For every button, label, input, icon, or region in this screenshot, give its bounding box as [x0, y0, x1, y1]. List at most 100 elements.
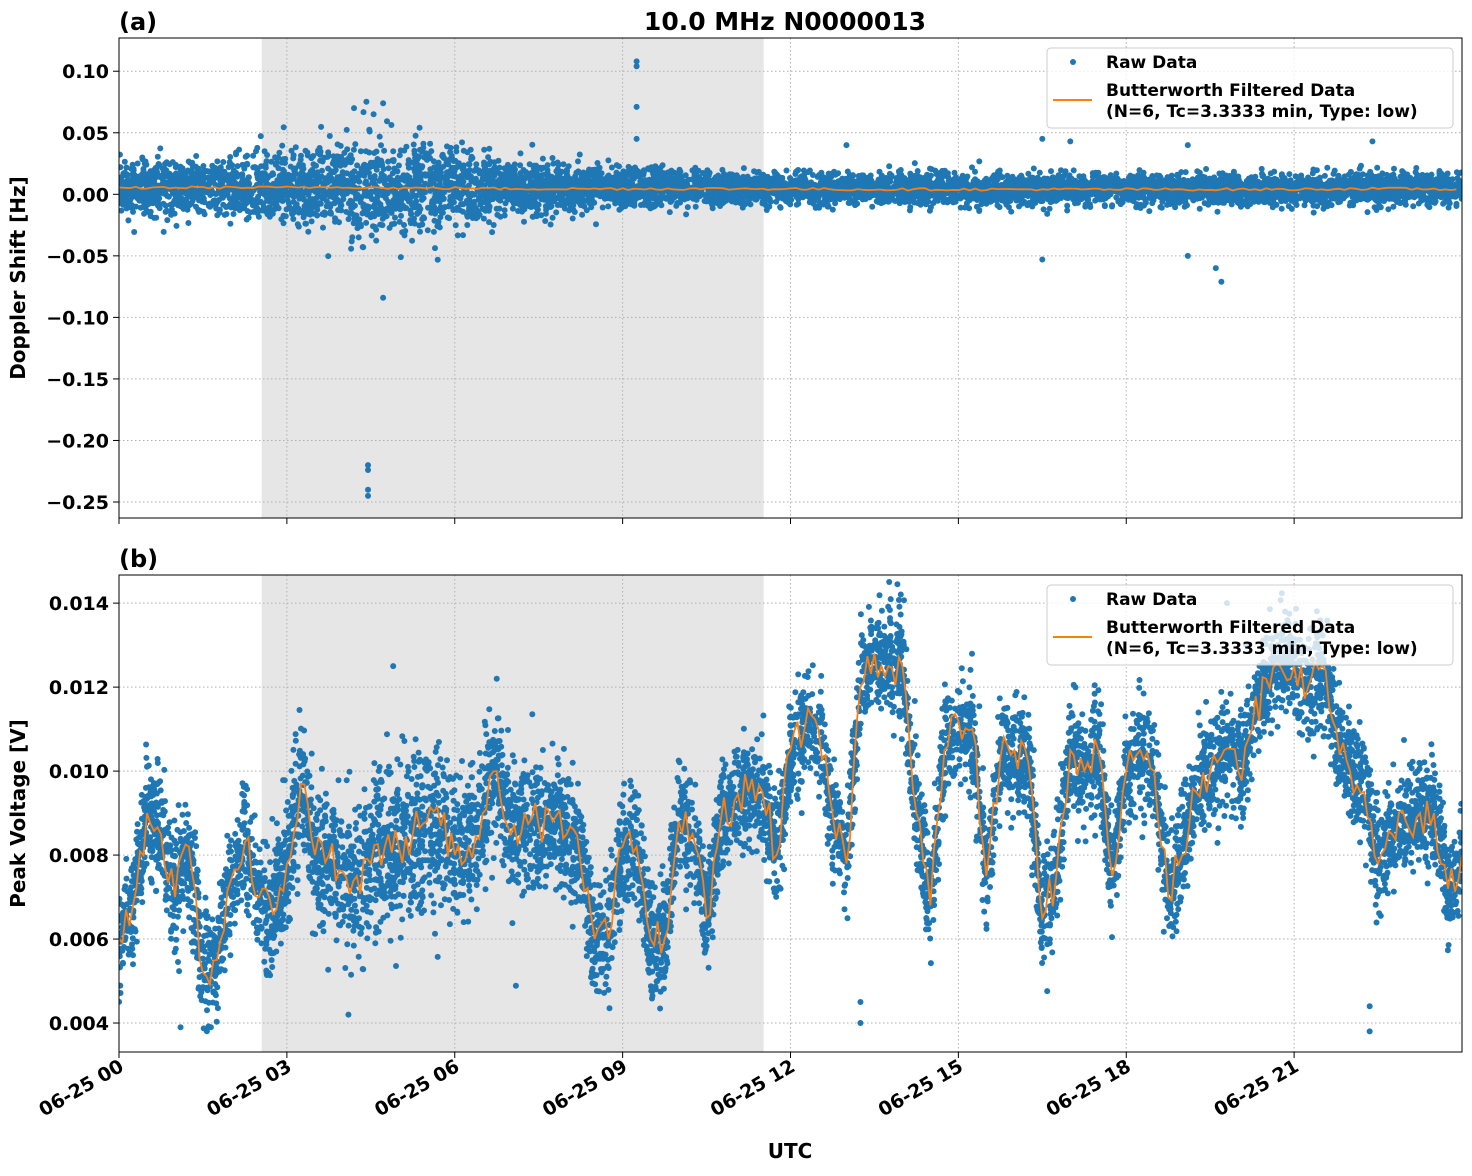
raw-data-point [447, 194, 453, 200]
raw-data-point [124, 165, 130, 171]
raw-data-point [231, 211, 237, 217]
raw-data-point [1194, 168, 1200, 174]
raw-data-point [295, 221, 301, 227]
raw-data-point [969, 164, 975, 170]
raw-data-point [1458, 170, 1464, 176]
raw-data-point [540, 156, 546, 162]
raw-data-point [453, 144, 459, 150]
raw-data-point [189, 160, 195, 166]
raw-data-point [1416, 201, 1422, 207]
raw-data-point [387, 225, 393, 231]
raw-data-point [460, 232, 466, 238]
raw-data-point [244, 161, 250, 167]
raw-data-point [226, 179, 232, 185]
raw-data-point [135, 161, 141, 167]
raw-data-point [174, 223, 180, 229]
raw-data-point [289, 210, 295, 216]
raw-data-point [887, 171, 893, 177]
raw-data-point [486, 219, 492, 225]
raw-data-point [417, 125, 423, 131]
raw-data-point [1203, 166, 1209, 172]
panel-a: 0.100.050.00−0.05−0.10−0.15−0.20−0.25(a)… [6, 8, 1465, 524]
raw-data-point [222, 212, 228, 218]
raw-data-point [489, 229, 495, 235]
raw-data-point [411, 142, 417, 148]
raw-data-point [1286, 171, 1292, 177]
raw-data-point [502, 207, 508, 213]
raw-data-point [683, 211, 689, 217]
raw-data-point [164, 217, 170, 223]
raw-data-point [570, 216, 576, 222]
raw-data-point [357, 221, 363, 227]
raw-data-point [529, 142, 535, 148]
raw-data-point [1314, 167, 1320, 173]
raw-data-point [413, 133, 419, 139]
raw-data-point [942, 168, 948, 174]
raw-data-point [609, 165, 615, 171]
raw-data-point [486, 146, 492, 152]
raw-data-point [411, 148, 417, 154]
figure-title: 10.0 MHz N0000013 [644, 7, 926, 36]
raw-data-point [455, 232, 461, 238]
shaded-interval [262, 38, 764, 518]
raw-data-point [279, 143, 285, 149]
raw-data-point [358, 148, 364, 154]
raw-data-point [534, 166, 540, 172]
raw-data-point [258, 133, 264, 139]
raw-data-point [1048, 168, 1054, 174]
raw-data-point [194, 166, 200, 172]
raw-data-point [1064, 203, 1070, 209]
raw-data-point [481, 147, 487, 153]
raw-data-point [122, 159, 128, 165]
raw-data-point [193, 153, 199, 159]
raw-data-point [555, 160, 561, 166]
raw-data-point [417, 229, 423, 235]
raw-data-point [481, 216, 487, 222]
raw-data-point [440, 164, 446, 170]
raw-data-point [527, 161, 533, 167]
raw-data-point [178, 167, 184, 173]
raw-data-point [264, 152, 270, 158]
raw-data-point [386, 165, 392, 171]
raw-data-point [306, 191, 312, 197]
raw-data-point [423, 150, 429, 156]
raw-data-point [1410, 203, 1416, 209]
raw-data-point [616, 163, 622, 169]
raw-data-point [227, 221, 233, 227]
raw-data-point [389, 210, 395, 216]
raw-data-point [886, 163, 892, 169]
raw-data-point [255, 168, 261, 174]
raw-data-point [381, 148, 387, 154]
raw-data-point [1390, 204, 1396, 210]
raw-data-point [320, 225, 326, 231]
raw-data-point [459, 139, 465, 145]
raw-data-point [279, 172, 285, 178]
raw-data-point [441, 155, 447, 161]
raw-data-point [1197, 206, 1203, 212]
raw-data-point [398, 213, 404, 219]
raw-data-point [155, 154, 161, 160]
raw-data-point [1279, 206, 1285, 212]
raw-data-point [274, 160, 280, 166]
raw-data-point [458, 192, 464, 198]
raw-data-point [1324, 165, 1330, 171]
raw-data-point [117, 152, 123, 158]
raw-data-point [453, 194, 459, 200]
raw-data-point [432, 245, 438, 251]
raw-data-point [406, 165, 412, 171]
raw-data-point [419, 222, 425, 228]
raw-data-point [185, 220, 191, 226]
raw-data-point [366, 150, 372, 156]
raw-data-point [431, 229, 437, 235]
raw-data-point [280, 167, 286, 173]
raw-data-point [447, 149, 453, 155]
raw-data-point [1047, 206, 1053, 212]
raw-data-point [1302, 202, 1308, 208]
raw-data-point [348, 246, 354, 252]
raw-data-point [1390, 172, 1396, 178]
raw-data-point [435, 257, 441, 263]
raw-data-point [172, 211, 178, 217]
raw-data-point [517, 162, 523, 168]
raw-data-point [131, 229, 137, 235]
